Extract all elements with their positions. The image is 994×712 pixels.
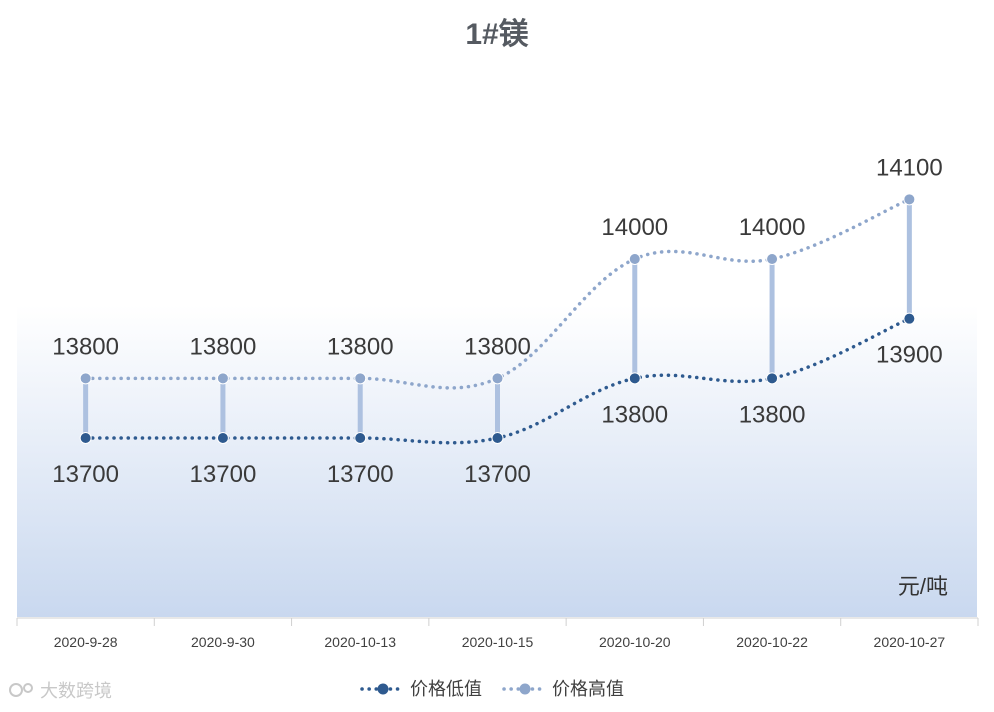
data-label-low: 13800 [601,401,668,428]
legend-marker [519,683,531,695]
watermark-logo-icon [9,683,23,697]
data-point-low [79,432,92,444]
legend-label: 价格高值 [552,679,624,699]
data-label-high: 14000 [739,214,806,241]
data-point-low [628,372,641,385]
data-point-high [354,372,367,385]
plot-background [17,305,977,617]
x-tick-label: 2020-10-13 [324,634,396,650]
data-label-high: 13800 [327,333,394,360]
x-tick-label: 2020-10-15 [462,634,534,650]
data-label-high: 13800 [52,333,119,360]
watermark: 大数跨境 [9,681,112,701]
data-label-low: 13900 [876,342,943,369]
data-point-high [766,253,779,265]
data-point-high [491,372,504,385]
legend-marker [377,683,389,695]
x-tick-label: 2020-10-22 [736,634,808,650]
legend: 价格低值 价格高值 [360,679,624,699]
x-tick-label: 2020-9-30 [191,634,255,650]
x-tick-label: 2020-10-27 [874,634,946,650]
legend-item-low: 价格低值 [360,679,482,699]
data-label-high: 13800 [190,333,257,360]
data-point-high [216,372,229,385]
data-label-low: 13700 [327,461,394,488]
watermark-logo-icon-2 [23,683,33,693]
legend-label: 价格低值 [410,679,482,699]
legend-item-high: 价格高值 [502,679,624,699]
data-label-high: 14100 [876,154,943,181]
high-low-lines [83,199,912,438]
data-point-high [628,253,641,265]
data-label-low: 13700 [190,461,257,488]
data-point-high [79,372,92,385]
data-label-low: 13800 [739,401,806,428]
unit-label: 元/吨 [898,574,948,599]
x-tick-label: 2020-9-28 [54,634,118,650]
chart-title: 1#镁 [465,18,528,51]
data-point-low [491,432,504,444]
data-point-high [903,193,916,206]
data-point-low [903,312,916,325]
data-point-low [354,432,367,444]
data-label-high: 13800 [464,333,531,360]
x-tick-label: 2020-10-20 [599,634,671,650]
series-layer [79,193,916,445]
data-label-low: 13700 [52,461,119,488]
watermark-text: 大数跨境 [40,681,112,701]
data-label-high: 14000 [601,214,668,241]
data-point-low [216,432,229,444]
data-label-low: 13700 [464,461,531,488]
x-axis: 2020-9-28 2020-9-30 2020-10-13 2020-10-15 20… [16,618,979,650]
data-labels: 13800 13700 13800 13700 13800 13700 13800 13700… [52,154,942,488]
data-point-low [766,372,779,385]
